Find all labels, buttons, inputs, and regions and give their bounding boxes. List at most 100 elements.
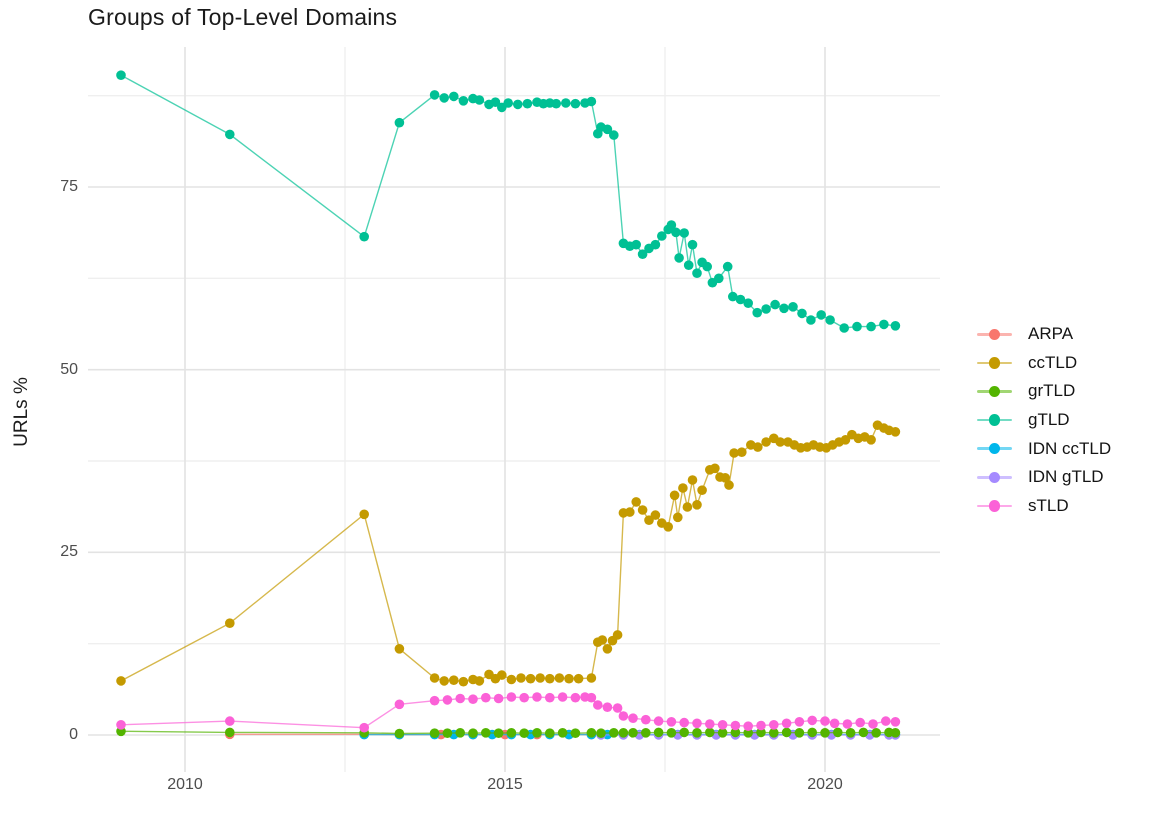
legend-key-icon [977,442,1012,455]
series-point-gtld [586,96,597,107]
series-point-stld [586,692,597,703]
series-point-grtld [730,727,741,738]
series-point-gtld [879,319,889,330]
series-point-stld [807,715,817,726]
series-point-gtld [797,308,807,319]
series-point-grtld [545,728,555,738]
series-point-gtld [490,97,501,107]
series-point-cctld [602,644,613,654]
legend-dot-icon [988,471,1001,484]
series-line-stld [120,696,896,729]
series-point-grtld [705,727,715,738]
series-point-gtld [429,90,440,100]
series-point-grtld [570,728,581,738]
legend-item-grtld: grTLD [977,377,1111,406]
series-point-gtld [770,299,780,310]
legend-key-icon [977,328,1012,341]
series-point-grtld [532,728,542,738]
legend-label-idn-cctld: IDN ccTLD [1028,438,1112,458]
series-point-cctld [225,618,235,628]
series-point-grtld [506,728,517,738]
legend-item-gtld: gTLD [977,406,1111,435]
series-point-grtld [794,728,805,738]
series-point-cctld [729,448,739,458]
series-point-cctld [720,473,730,483]
series-point-cctld [682,502,693,512]
series-point-gtld [735,294,746,305]
series-point-grtld [618,728,629,738]
x-tick-label-2015: 2015 [487,776,523,793]
series-point-grtld [871,728,881,738]
series-point-gtld [714,273,724,284]
series-point-gtld [779,303,789,314]
series-point-cctld [840,435,851,445]
series-point-cctld [673,512,683,523]
series-point-grtld [455,728,466,738]
series-point-cctld [497,670,507,680]
series-point-gtld [687,239,698,250]
series-point-gtld [551,98,561,109]
legend-key-icon [977,471,1012,484]
series-point-stld [641,714,651,725]
series-point-cctld [586,673,597,683]
series-point-gtld [359,231,370,242]
series-point-stld [820,716,830,726]
series-point-cctld [669,490,680,501]
series-point-stld [756,720,766,731]
series-point-gtld [839,323,849,333]
series-point-grtld [807,727,817,738]
series-point-stld [455,693,466,704]
series-point-grtld [666,728,677,738]
series-point-cctld [573,673,584,684]
series-point-stld [116,720,126,730]
series-point-cctld [449,675,459,685]
series-point-cctld [429,673,440,683]
series-point-cctld [625,507,635,517]
series-point-gtld [439,93,450,103]
series-point-stld [794,717,805,727]
legend-label-stld: sTLD [1028,495,1069,515]
series-point-grtld [845,728,856,738]
series-point-grtld [394,728,405,739]
legend-item-idn-cctld: IDN ccTLD [977,434,1111,463]
series-point-stld [225,716,235,726]
series-point-stld [781,718,792,729]
series-point-stld [359,722,370,733]
y-tick-label-75: 75 [60,178,78,195]
series-point-gtld [561,98,571,108]
y-tick-label-50: 50 [60,361,78,378]
series-point-cctld [474,676,485,686]
series-point-stld [855,717,865,728]
legend-label-arpa: ARPA [1028,324,1074,344]
series-point-stld [666,717,677,727]
series-point-gtld [116,70,126,80]
series-point-gtld [816,310,826,320]
series-point-gtld [674,253,684,263]
series-point-cctld [359,509,370,520]
series-point-grtld [756,727,766,738]
legend-key-icon [977,499,1012,512]
series-point-stld [717,720,728,730]
series-line-gtld [120,74,896,329]
series-point-grtld [641,728,651,738]
series-point-grtld [442,728,453,738]
series-point-stld [593,700,603,710]
series-point-stld [618,711,629,721]
legend-label-idn-gtld: IDN gTLD [1028,467,1104,487]
series-point-stld [545,692,555,703]
series-point-stld [394,699,405,710]
series-point-stld [653,716,664,726]
series-point-gtld [752,307,762,318]
series-point-gtld [852,321,862,332]
series-point-grtld [653,727,664,738]
legend-key-icon [977,385,1012,398]
series-point-gtld [602,124,613,135]
series-point-gtld [513,99,523,110]
series-point-grtld [519,728,529,738]
series-point-gtld [806,315,816,325]
series-point-stld [570,692,581,703]
series-point-cctld [644,515,654,525]
series-point-gtld [743,298,753,309]
series-point-gtld [503,98,513,108]
